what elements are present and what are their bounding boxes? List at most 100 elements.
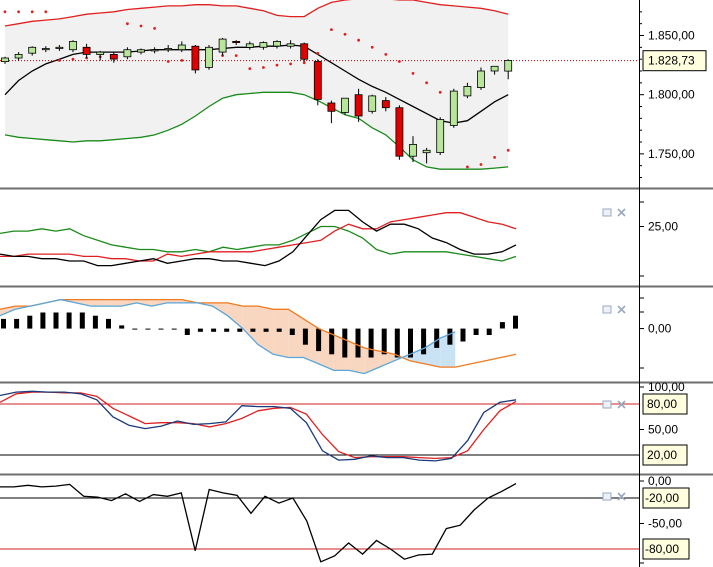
price-panel: 1.850,00 1.800,00 1.750,00 1.828,73 (0, 0, 707, 179)
macd-fill-segment (288, 309, 304, 358)
candle-up (164, 48, 173, 51)
sar-dot (425, 81, 428, 85)
panel-maximize-icon[interactable] (602, 305, 612, 314)
candle-up (436, 119, 445, 153)
macd-fill-segment (227, 302, 243, 329)
macd-panel: 0,00 (0, 297, 672, 375)
macd-fill-segment (136, 299, 152, 307)
price-tick-label: 1.750,00 (648, 147, 695, 161)
candle-up (422, 149, 431, 154)
stochastic-d-line (0, 391, 517, 460)
sar-dot (384, 53, 388, 56)
macd-histogram-bar (486, 328, 492, 335)
candle-up (368, 95, 377, 112)
price-tick-label: 1.850,00 (648, 29, 695, 43)
macd-histogram-bar (184, 328, 190, 335)
williams-r-level-label: -20,00 (645, 491, 679, 505)
macd-lines (0, 298, 517, 375)
candle-up (137, 49, 145, 53)
macd-fill-segment (106, 299, 122, 307)
sar-dot (289, 62, 292, 66)
macd-histogram-bar (158, 328, 164, 330)
candle-down (313, 61, 322, 100)
candle-up (286, 43, 295, 47)
adx-line (0, 209, 517, 267)
candle-up (490, 65, 499, 72)
minus-di-line (0, 212, 517, 262)
macd-histogram-bar (211, 328, 217, 332)
sar-dot (180, 59, 184, 62)
sar-dot (30, 10, 34, 14)
panel-close-icon[interactable] (617, 305, 626, 314)
candle-down (300, 43, 309, 60)
candle-up (69, 41, 77, 51)
macd-histogram-bar (92, 315, 98, 329)
panel-maximize-icon[interactable] (602, 492, 612, 501)
panel-close-icon[interactable] (617, 400, 626, 409)
bollinger-lower-line (4, 91, 509, 170)
sar-dot (330, 28, 333, 31)
last-price-box-bg (642, 50, 707, 72)
candle-up (218, 38, 227, 53)
macd-histogram-bar (14, 318, 20, 329)
macd-fill-segment (273, 309, 289, 358)
adx-lines (0, 209, 517, 267)
macd-y-ticks: 0,00 (639, 297, 672, 369)
sar-dot (506, 148, 510, 152)
macd-histogram-bar (1, 318, 6, 329)
sar-dot (275, 63, 279, 67)
williams-r-level-label: -80,00 (645, 542, 679, 556)
macd-fill-segment (121, 299, 137, 307)
stochastic-tick-label: 100,00 (648, 380, 685, 394)
sar-dot (302, 61, 306, 65)
panel-maximize-icon[interactable] (602, 208, 612, 217)
stochastic-lines (0, 390, 517, 462)
candle-down (191, 45, 200, 71)
macd-histogram-bar (66, 312, 72, 329)
bollinger-fill-area (5, 0, 509, 170)
macd-histogram-bar (276, 328, 282, 332)
macd-fill-segment (212, 302, 228, 316)
sar-dot (493, 156, 496, 159)
sar-dot (58, 59, 61, 62)
bollinger-upper-line (4, 0, 509, 27)
panel-close-icon[interactable] (617, 208, 626, 217)
macd-fill-segment (75, 299, 92, 307)
stochastic-level-label: 80,00 (647, 397, 677, 411)
candle-down (381, 100, 390, 109)
macd-histogram-bar (145, 328, 151, 330)
macd-histogram-bar (132, 328, 138, 330)
macd-histogram-bar (289, 328, 295, 335)
candle-up (449, 90, 458, 126)
macd-fill-segment (166, 299, 183, 303)
last-price-label: 1.828,73 (648, 54, 695, 68)
candle-up (96, 51, 105, 55)
plus-di-line (0, 225, 517, 262)
macd-histogram-bar (40, 312, 46, 329)
candle-up (205, 46, 213, 68)
macd-histogram-bar (224, 328, 230, 332)
panel-close-icon[interactable] (617, 492, 626, 501)
sar-dot (357, 38, 360, 42)
macd-histogram-bar (106, 318, 111, 329)
macd-histogram-bar (329, 328, 335, 355)
stochastic-k-line (0, 390, 517, 462)
stochastic-tick-label: 50,00 (648, 423, 678, 437)
price-tick-label: 1.800,00 (648, 88, 695, 102)
macd-histogram-bar (27, 315, 33, 329)
williams-r-panel: -20,00 -80,00 0,00 -50,00 (0, 474, 690, 564)
sar-dot (466, 165, 469, 169)
sar-dot (166, 60, 170, 63)
candle-up (150, 49, 159, 52)
williams-r-y-ticks: 0,00 -50,00 (639, 474, 682, 564)
sar-dot (3, 10, 7, 14)
candlesticks (1, 37, 513, 164)
macd-fill-segment (364, 347, 380, 374)
sar-dot (248, 67, 252, 70)
macd-histogram-bar (408, 328, 413, 358)
adx-y-ticks: 25,00 (639, 201, 678, 277)
williams-r-level-box (642, 538, 690, 560)
candle-up (341, 97, 349, 113)
panel-maximize-icon[interactable] (602, 400, 612, 409)
candle-up (177, 44, 186, 51)
